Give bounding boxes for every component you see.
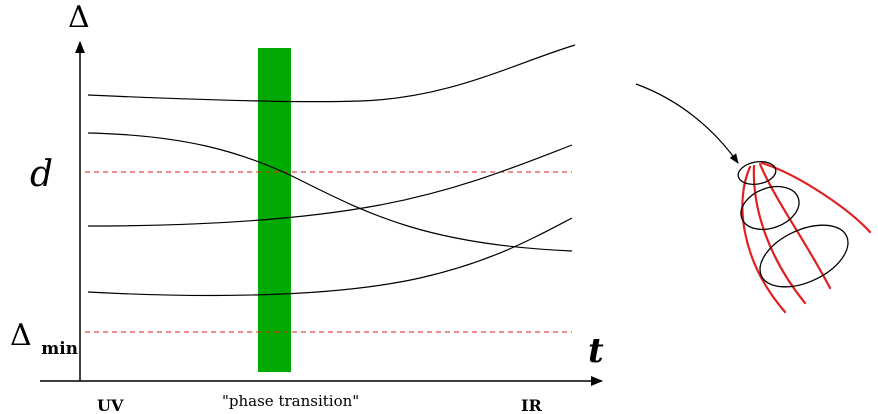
uv-label: UV bbox=[97, 396, 124, 414]
d-label: d bbox=[30, 154, 53, 195]
flow-curve-3 bbox=[87, 144, 573, 227]
phase-transition-band bbox=[258, 48, 291, 372]
flow-curve-4 bbox=[87, 217, 573, 297]
delta-min-label: Δ min bbox=[10, 318, 78, 359]
delta-min-symbol: Δ bbox=[10, 318, 32, 353]
rg-flow-cone-icon bbox=[737, 161, 872, 314]
x-axis-label: t bbox=[588, 331, 604, 371]
delta-min-subscript: min bbox=[41, 339, 78, 359]
curved-arrow-icon bbox=[635, 83, 739, 164]
flow-curve-2 bbox=[87, 132, 573, 252]
flow-curve-1 bbox=[87, 44, 576, 103]
y-axis-label: Δ bbox=[68, 0, 90, 35]
ir-label: IR bbox=[521, 396, 542, 414]
phase-transition-label: "phase transition" bbox=[222, 392, 359, 410]
